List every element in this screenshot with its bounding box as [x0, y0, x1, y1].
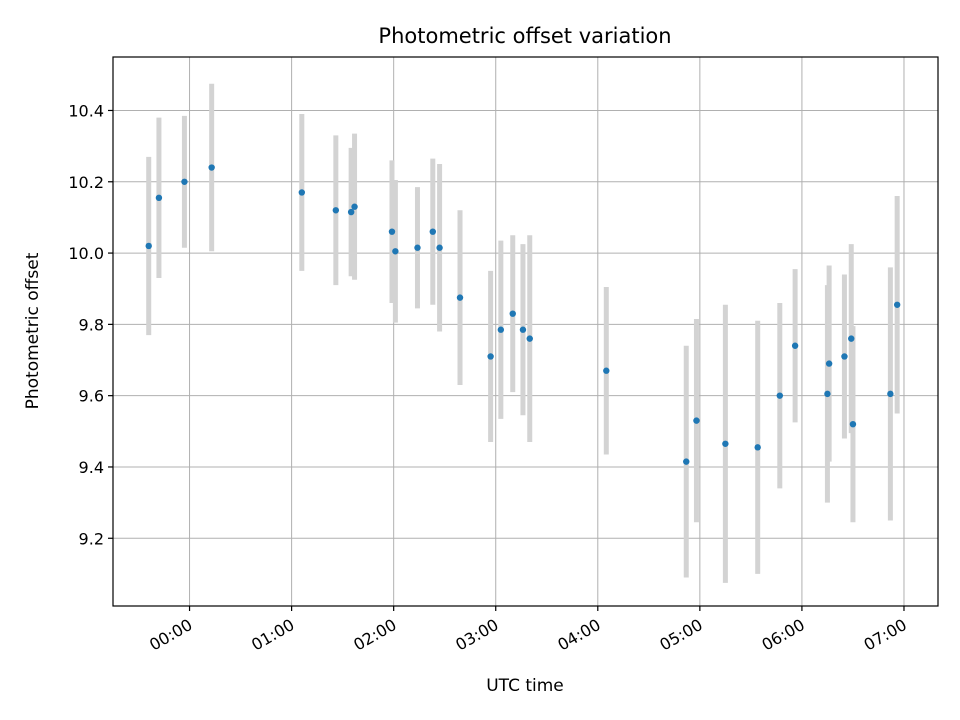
data-point [298, 189, 306, 196]
y-axis-title: Photometric offset [23, 252, 43, 409]
y-tick-label: 9.8 [79, 315, 104, 334]
y-tick-label: 9.6 [79, 387, 104, 406]
chart-title: Photometric offset variation [378, 24, 671, 48]
y-tick-label: 9.4 [79, 458, 104, 477]
data-point [347, 208, 355, 216]
data-point [145, 242, 152, 250]
data-point [824, 390, 831, 398]
data-point [887, 390, 894, 398]
grid [113, 57, 938, 606]
data-point [509, 310, 516, 317]
data-point [208, 164, 215, 171]
plot-frame [112, 56, 939, 607]
data-point [388, 228, 396, 235]
data-point [436, 244, 443, 251]
data-point [456, 294, 464, 301]
x-axis-title: UTC time [486, 676, 564, 696]
data-point [791, 342, 799, 349]
data-point [825, 360, 833, 367]
data-point [683, 458, 690, 465]
data-point [722, 440, 729, 447]
data-points [145, 164, 901, 465]
data-point [519, 326, 527, 333]
data-point [754, 444, 761, 451]
data-point [603, 367, 610, 374]
y-tick-label: 10.0 [68, 244, 104, 263]
y-tick-label: 10.2 [68, 173, 104, 192]
y-axis: 9.2 9.4 9.6 9.8 10.0 10.2 10.4 [68, 101, 113, 548]
data-point [848, 335, 855, 342]
data-point [351, 203, 358, 210]
data-point [155, 194, 163, 202]
data-point [776, 392, 784, 399]
y-tick-label: 9.2 [79, 529, 104, 548]
data-point [414, 244, 421, 251]
y-tick-label: 10.4 [68, 101, 104, 120]
data-point [893, 301, 901, 308]
data-point [841, 353, 848, 360]
data-point [526, 335, 533, 342]
data-point [429, 228, 436, 235]
data-point [181, 178, 188, 185]
data-point [392, 248, 399, 255]
data-point [332, 207, 340, 214]
data-point [849, 420, 857, 428]
data-point [487, 353, 494, 360]
data-point [693, 417, 700, 424]
data-point [497, 326, 505, 333]
